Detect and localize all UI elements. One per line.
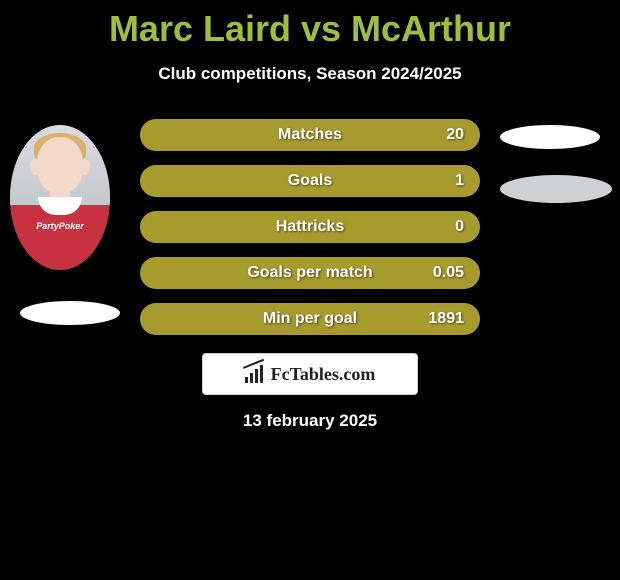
stat-bar-goals: Goals 1 [140,165,480,197]
avatar-shirt-text: PartyPoker [36,221,84,231]
player-right-oval-1 [500,125,600,149]
stat-value: 0.05 [433,264,464,282]
stat-value: 20 [446,126,464,144]
stat-value: 1891 [428,310,464,328]
page-title: Marc Laird vs McArthur [0,0,620,50]
bar-chart-icon [245,365,265,383]
stat-bar-hattricks: Hattricks 0 [140,211,480,243]
page-subtitle: Club competitions, Season 2024/2025 [0,64,620,84]
stat-value: 1 [455,172,464,190]
stat-label: Matches [278,126,342,144]
branding-badge: FcTables.com [202,353,418,395]
stats-bars: Matches 20 Goals 1 Hattricks 0 Goals per… [140,119,480,349]
stat-label: Goals [288,172,332,190]
stat-bar-goals-per-match: Goals per match 0.05 [140,257,480,289]
stat-label: Hattricks [276,218,344,236]
player-left-avatar: PartyPoker [10,125,110,270]
date-text: 13 february 2025 [243,411,377,431]
branding-text: FcTables.com [271,364,376,385]
player-left-name-oval [20,301,120,325]
player-right-oval-2 [500,175,612,203]
stat-label: Goals per match [247,264,372,282]
stat-value: 0 [455,218,464,236]
stat-label: Min per goal [263,310,357,328]
stat-bar-min-per-goal: Min per goal 1891 [140,303,480,335]
stat-bar-matches: Matches 20 [140,119,480,151]
